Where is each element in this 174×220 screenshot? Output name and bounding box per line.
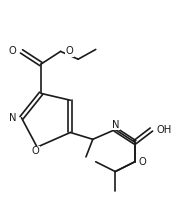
Text: O: O xyxy=(31,146,39,156)
Text: O: O xyxy=(65,46,73,56)
Text: OH: OH xyxy=(156,125,172,135)
Text: O: O xyxy=(9,46,17,56)
Text: N: N xyxy=(112,120,119,130)
Text: N: N xyxy=(9,113,17,123)
Text: O: O xyxy=(139,157,147,167)
